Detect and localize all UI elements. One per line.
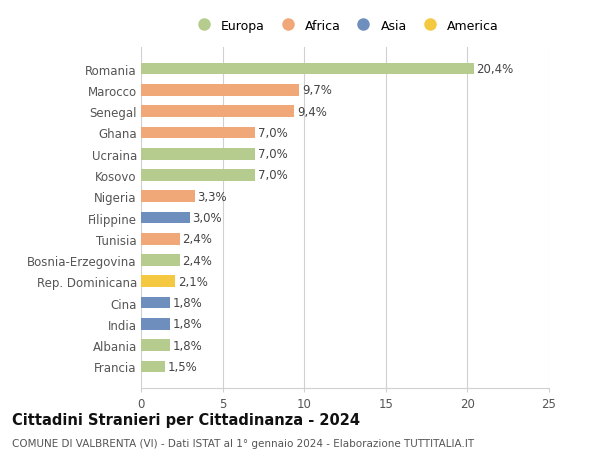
Bar bbox=[141, 64, 474, 75]
Text: 7,0%: 7,0% bbox=[257, 169, 287, 182]
Text: 1,8%: 1,8% bbox=[173, 318, 203, 330]
Text: 3,0%: 3,0% bbox=[193, 212, 222, 224]
Text: Cittadini Stranieri per Cittadinanza - 2024: Cittadini Stranieri per Cittadinanza - 2… bbox=[12, 413, 360, 428]
Text: 1,5%: 1,5% bbox=[168, 360, 197, 373]
Text: COMUNE DI VALBRENTA (VI) - Dati ISTAT al 1° gennaio 2024 - Elaborazione TUTTITAL: COMUNE DI VALBRENTA (VI) - Dati ISTAT al… bbox=[12, 438, 474, 448]
Bar bbox=[141, 361, 166, 372]
Bar bbox=[141, 106, 295, 118]
Text: 7,0%: 7,0% bbox=[257, 148, 287, 161]
Bar bbox=[141, 276, 175, 287]
Text: 1,8%: 1,8% bbox=[173, 339, 203, 352]
Bar bbox=[141, 149, 255, 160]
Text: 7,0%: 7,0% bbox=[257, 127, 287, 140]
Text: 2,4%: 2,4% bbox=[182, 254, 212, 267]
Text: 9,4%: 9,4% bbox=[297, 106, 327, 118]
Text: 3,3%: 3,3% bbox=[197, 190, 227, 203]
Bar bbox=[141, 212, 190, 224]
Text: 2,4%: 2,4% bbox=[182, 233, 212, 246]
Bar bbox=[141, 170, 255, 181]
Text: 9,7%: 9,7% bbox=[302, 84, 332, 97]
Bar bbox=[141, 191, 195, 202]
Bar bbox=[141, 297, 170, 309]
Text: 20,4%: 20,4% bbox=[476, 63, 514, 76]
Text: 2,1%: 2,1% bbox=[178, 275, 208, 288]
Bar bbox=[141, 255, 180, 266]
Bar bbox=[141, 127, 255, 139]
Bar bbox=[141, 234, 180, 245]
Legend: Europa, Africa, Asia, America: Europa, Africa, Asia, America bbox=[188, 17, 502, 35]
Bar bbox=[141, 340, 170, 351]
Bar bbox=[141, 85, 299, 96]
Bar bbox=[141, 318, 170, 330]
Text: 1,8%: 1,8% bbox=[173, 297, 203, 309]
